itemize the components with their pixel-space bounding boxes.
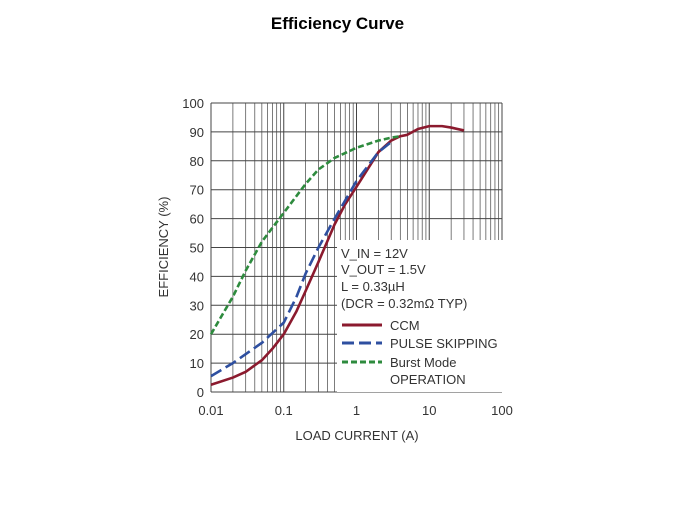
y-tick-label: 10 [190, 356, 204, 371]
y-tick-label: 60 [190, 212, 204, 227]
x-tick-label: 0.1 [275, 403, 293, 418]
y-tick-label: 0 [197, 385, 204, 400]
tick-labels: 0 10 20 30 40 50 60 70 80 90 100 0.01 0.1 1 10 100 [182, 96, 513, 418]
chart-title: Efficiency Curve [270, 14, 405, 33]
annotation-vout: V_OUT = 1.5V [341, 262, 426, 277]
legend-label-burst-2: OPERATION [390, 372, 466, 387]
legend-label-pulse: PULSE SKIPPING [390, 336, 498, 351]
legend-label-burst-1: Burst Mode [390, 355, 456, 370]
x-tick-label: 10 [422, 403, 436, 418]
y-tick-label: 80 [190, 154, 204, 169]
y-tick-label: 20 [190, 327, 204, 342]
annotation-l: L = 0.33µH [341, 279, 405, 294]
y-tick-label: 50 [190, 241, 204, 256]
y-tick-label: 40 [190, 269, 204, 284]
x-tick-label: 1 [353, 403, 360, 418]
x-axis-label: LOAD CURRENT (A) [295, 428, 418, 443]
annotation-vin: V_IN = 12V [341, 246, 408, 261]
legend-label-ccm: CCM [390, 318, 420, 333]
series-line-2 [209, 134, 401, 335]
grid [210, 102, 503, 393]
legend-box [337, 240, 504, 392]
y-tick-label: 90 [190, 125, 204, 140]
x-tick-label: 0.01 [198, 403, 223, 418]
series-lines [209, 124, 465, 387]
y-tick-label: 100 [182, 96, 204, 111]
series-line-1 [210, 140, 393, 378]
y-axis-label: EFFICIENCY (%) [156, 197, 171, 298]
annotation-dcr: (DCR = 0.32mΩ TYP) [341, 296, 467, 311]
series-line-0 [210, 124, 465, 387]
x-tick-label: 100 [491, 403, 513, 418]
y-tick-label: 30 [190, 298, 204, 313]
legend: V_IN = 12V V_OUT = 1.5V L = 0.33µH (DCR … [341, 246, 498, 387]
y-tick-label: 70 [190, 183, 204, 198]
